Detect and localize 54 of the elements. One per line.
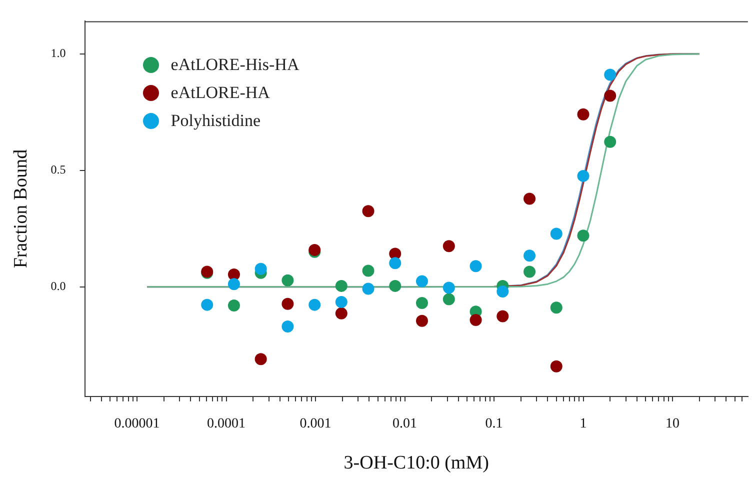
legend-label: eAtLORE-His-HA [170, 55, 300, 76]
point [416, 314, 428, 327]
point [362, 264, 374, 277]
point [416, 296, 428, 309]
x-tick-label: 0.00001 [114, 416, 160, 432]
point [308, 298, 321, 311]
point [577, 170, 590, 182]
point [201, 298, 214, 311]
point [442, 282, 455, 294]
point [335, 307, 348, 320]
y-tick-label: 0.5 [50, 162, 66, 177]
legend-label: eAtLORE-HA [170, 83, 270, 104]
x-tick-label: 0.1 [485, 416, 503, 432]
x-tick-label: 0.001 [300, 416, 332, 432]
point [496, 310, 509, 322]
point [389, 280, 402, 292]
y-tick-label: 1.0 [50, 46, 66, 60]
point [524, 250, 536, 262]
point [362, 205, 374, 218]
point [577, 230, 590, 242]
point [335, 280, 348, 292]
point [282, 274, 294, 286]
x-tick-label: 10 [666, 416, 680, 432]
point [362, 282, 374, 295]
point [550, 302, 562, 314]
legend-label: Polyhistidine [170, 111, 261, 132]
point [335, 296, 348, 308]
point [550, 360, 562, 372]
point [389, 257, 402, 270]
point [470, 260, 482, 272]
point [550, 228, 562, 240]
point [496, 286, 509, 298]
point [228, 300, 240, 312]
point [524, 192, 536, 205]
point [228, 278, 240, 290]
y-tick-label: 0.0 [50, 279, 66, 294]
point [416, 275, 428, 288]
point [470, 314, 482, 326]
x-tick-label: 0.0001 [207, 416, 246, 432]
point [604, 136, 616, 148]
point [442, 240, 455, 252]
x-tick-label: 1 [580, 416, 587, 432]
point [604, 90, 616, 102]
y-axis-title: Fraction Bound [10, 148, 32, 268]
x-tick-label: 0.01 [392, 416, 418, 432]
point [282, 320, 294, 332]
x-axis-title: 3-OH-C10:0 (mM) [344, 452, 489, 474]
point [282, 298, 294, 310]
point [577, 108, 590, 120]
point [254, 262, 267, 275]
point [442, 293, 455, 306]
point [524, 266, 536, 278]
point [254, 353, 267, 366]
point [604, 68, 616, 81]
